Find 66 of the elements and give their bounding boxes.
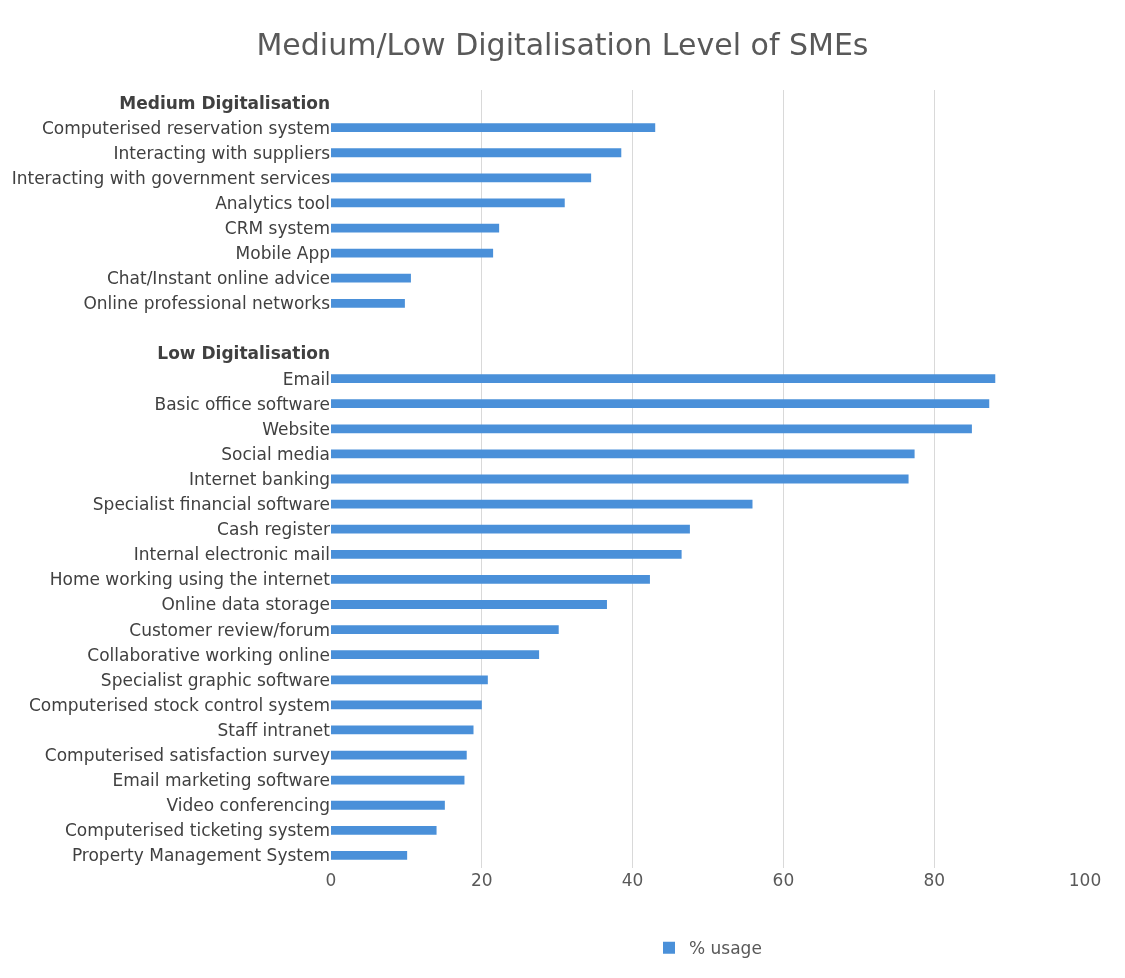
y-tick-label: Specialist financial software (92, 494, 330, 515)
bar (331, 650, 540, 660)
y-tick-label: Medium Digitalisation (119, 92, 330, 113)
y-tick-label: Online data storage (161, 594, 330, 615)
bar (331, 700, 482, 710)
y-tick-label: Computerised reservation system (41, 117, 330, 138)
x-tick-label: 40 (621, 870, 644, 890)
bar (331, 273, 411, 283)
x-tick-label: 100 (1068, 870, 1102, 890)
bar (331, 173, 592, 183)
bar (331, 851, 408, 860)
x-tick-label: 0 (325, 870, 337, 890)
y-tick-label: Specialist graphic software (100, 669, 330, 690)
bar (331, 725, 474, 735)
y-tick-label: Low Digitalisation (157, 343, 330, 364)
bar (331, 148, 622, 158)
bar (331, 750, 467, 760)
bar (331, 549, 682, 559)
y-tick-label: Email marketing software (112, 770, 330, 791)
chart-title: Medium/Low Digitalisation Level of SMEs (256, 27, 869, 63)
bar (331, 223, 500, 233)
y-tick-label: Property Management System (71, 845, 330, 866)
y-tick-label: Social media (221, 443, 330, 464)
y-tick-label: Computerised ticketing system (65, 820, 330, 841)
legend-label: % usage (689, 938, 762, 959)
bar (331, 524, 690, 534)
y-tick-label: Computerised satisfaction survey (44, 745, 330, 766)
bar (331, 800, 445, 810)
y-tick-label: Email (282, 368, 330, 389)
bar (331, 449, 915, 459)
bar (331, 374, 996, 383)
bar (331, 123, 656, 133)
y-tick-label: Customer review/forum (129, 619, 330, 640)
y-tick-label: Interacting with government services (11, 167, 331, 188)
bar (331, 248, 494, 258)
x-tick-label: 60 (772, 870, 795, 890)
bar (331, 575, 650, 584)
y-tick-label: Collaborative working online (87, 644, 330, 665)
y-tick-label: Mobile App (235, 243, 330, 264)
y-tick-label: CRM system (224, 217, 330, 238)
y-tick-label: Cash register (217, 519, 330, 540)
y-tick-label: Basic office software (154, 393, 330, 414)
bar (331, 600, 607, 609)
bar (331, 825, 437, 835)
y-tick-label: Analytics tool (215, 192, 330, 213)
x-tick-label: 20 (470, 870, 493, 890)
x-tick-label: 80 (923, 870, 946, 890)
bar (331, 198, 565, 208)
y-tick-label: Video conferencing (166, 795, 330, 816)
bar (331, 625, 559, 634)
y-tick-label: Website (262, 418, 330, 439)
bar (331, 424, 972, 434)
y-tick-label: Staff intranet (217, 719, 331, 740)
y-tick-label: Online professional networks (83, 293, 331, 314)
y-tick-label: Chat/Instant online advice (106, 268, 330, 289)
bar (331, 775, 465, 785)
y-tick-label: Internal electronic mail (133, 544, 330, 565)
bar (331, 675, 488, 685)
y-tick-label: Internet banking (188, 468, 330, 489)
y-tick-label: Home working using the internet (49, 569, 331, 590)
bar (331, 399, 990, 409)
bar (331, 298, 405, 308)
y-tick-label: Computerised stock control system (28, 694, 330, 715)
bar (331, 474, 909, 484)
bar (331, 499, 753, 509)
y-tick-label: Interacting with suppliers (113, 142, 331, 163)
